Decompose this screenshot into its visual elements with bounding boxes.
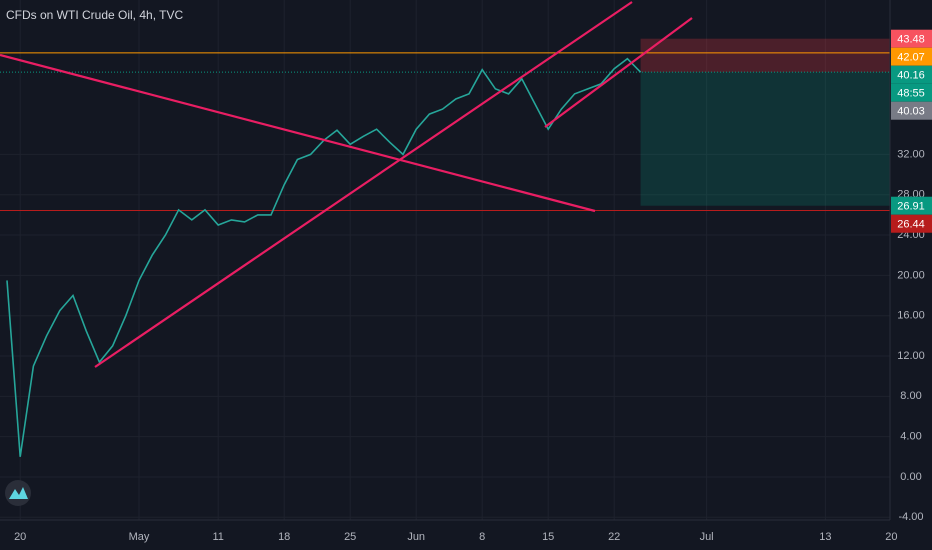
trend-lines — [0, 1, 693, 368]
price-label: 42.07 — [891, 47, 932, 66]
y-tick-label: 32.00 — [897, 148, 925, 160]
price-label: 26.44 — [891, 214, 932, 233]
price-label-box — [891, 196, 932, 215]
y-tick-label: 20.00 — [897, 269, 925, 281]
price-label: 40.16 — [891, 65, 932, 84]
y-tick-label: 16.00 — [897, 310, 925, 322]
x-tick-label: 18 — [278, 531, 290, 543]
logo-circle[interactable] — [5, 480, 31, 506]
x-tick-label: 13 — [819, 531, 831, 543]
price-label-box — [891, 47, 932, 66]
price-label-box — [891, 214, 932, 233]
price-label-box — [891, 29, 932, 48]
levels — [0, 52, 890, 211]
price-label-box — [891, 65, 932, 84]
price-label-text: 42.07 — [897, 52, 925, 64]
x-tick-label: May — [129, 531, 150, 543]
y-tick-label: 12.00 — [897, 350, 925, 362]
x-tick-label: 20 — [14, 531, 26, 543]
logo[interactable] — [5, 480, 31, 506]
x-tick-label: 20 — [885, 531, 897, 543]
price-label: 40.03 — [891, 101, 932, 120]
price-label-text: 26.44 — [897, 219, 925, 231]
y-tick-label: -4.00 — [898, 511, 923, 523]
y-tick-label: 0.00 — [900, 471, 921, 483]
y-tick-label: 8.00 — [900, 390, 921, 402]
price-label: 43.48 — [891, 29, 932, 48]
chart-title: CFDs on WTI Crude Oil, 4h, TVC — [6, 8, 183, 22]
trend-line — [544, 17, 693, 128]
price-label-text: 48:55 — [897, 88, 925, 100]
target-zone — [640, 72, 890, 206]
x-tick-label: Jul — [700, 531, 714, 543]
price-label-text: 43.48 — [897, 34, 925, 46]
y-tick-label: 4.00 — [900, 431, 921, 443]
logo-icon[interactable] — [9, 487, 28, 499]
price-label-text: 40.03 — [897, 106, 925, 118]
x-tick-label: 8 — [479, 531, 485, 543]
position-zones — [640, 38, 890, 206]
trend-line — [0, 53, 596, 213]
price-label-text: 40.16 — [897, 70, 925, 82]
x-tick-label: Jun — [407, 531, 425, 543]
price-label-text: 26.91 — [897, 201, 925, 213]
axes: -4.000.004.008.0012.0016.0020.0024.0028.… — [14, 29, 932, 543]
trend-line — [94, 1, 633, 368]
stop-zone — [640, 38, 890, 73]
price-label-box — [891, 83, 932, 102]
price-label-box — [891, 101, 932, 120]
time-axis — [0, 520, 890, 550]
x-tick-label: 25 — [344, 531, 356, 543]
x-tick-label: 15 — [542, 531, 554, 543]
x-tick-label: 22 — [608, 531, 620, 543]
price-label: 26.91 — [891, 196, 932, 215]
x-tick-label: 11 — [212, 531, 223, 543]
price-label: 48:55 — [891, 83, 932, 102]
